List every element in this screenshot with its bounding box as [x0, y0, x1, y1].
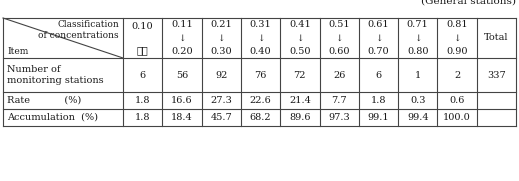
Text: 89.6: 89.6 — [289, 113, 310, 122]
Text: Total: Total — [484, 33, 509, 43]
Text: 1.8: 1.8 — [135, 113, 151, 122]
Text: ↓: ↓ — [335, 33, 343, 43]
Text: 0.90: 0.90 — [446, 47, 468, 56]
Text: 0.61: 0.61 — [367, 20, 389, 29]
Text: Number of
monitoring stations: Number of monitoring stations — [7, 65, 104, 85]
Text: 以下: 以下 — [137, 46, 148, 55]
Text: 0.3: 0.3 — [410, 96, 426, 105]
Text: 0.50: 0.50 — [289, 47, 310, 56]
Text: 18.4: 18.4 — [171, 113, 193, 122]
Text: 72: 72 — [294, 71, 306, 79]
Text: 68.2: 68.2 — [250, 113, 271, 122]
Text: 27.3: 27.3 — [210, 96, 232, 105]
Text: 0.51: 0.51 — [329, 20, 350, 29]
Text: 0.30: 0.30 — [210, 47, 232, 56]
Text: 337: 337 — [487, 71, 506, 79]
Text: ↓: ↓ — [453, 33, 461, 43]
Text: ↓: ↓ — [217, 33, 225, 43]
Text: 0.31: 0.31 — [250, 20, 271, 29]
Text: 0.10: 0.10 — [132, 22, 154, 31]
Text: Accumulation  (%): Accumulation (%) — [7, 113, 98, 122]
Text: 16.6: 16.6 — [171, 96, 193, 105]
Text: 0.41: 0.41 — [289, 20, 311, 29]
Text: 6: 6 — [375, 71, 381, 79]
Text: 6: 6 — [140, 71, 146, 79]
Text: 92: 92 — [215, 71, 227, 79]
Text: 0.11: 0.11 — [171, 20, 193, 29]
Text: 100.0: 100.0 — [443, 113, 471, 122]
Text: 99.1: 99.1 — [367, 113, 389, 122]
Text: Rate           (%): Rate (%) — [7, 96, 81, 105]
Text: 26: 26 — [333, 71, 345, 79]
Text: 21.4: 21.4 — [289, 96, 311, 105]
Text: 0.80: 0.80 — [407, 47, 429, 56]
Text: ↓: ↓ — [296, 33, 304, 43]
Text: 2: 2 — [454, 71, 460, 79]
Text: 97.3: 97.3 — [329, 113, 350, 122]
Text: ↓: ↓ — [414, 33, 421, 43]
Text: 0.71: 0.71 — [407, 20, 429, 29]
Text: 56: 56 — [176, 71, 188, 79]
Text: Item: Item — [7, 47, 29, 56]
Text: (General stations): (General stations) — [421, 0, 516, 6]
Text: 0.81: 0.81 — [446, 20, 468, 29]
Text: 0.6: 0.6 — [449, 96, 465, 105]
Text: 0.21: 0.21 — [210, 20, 232, 29]
Text: Classification
of concentrations: Classification of concentrations — [38, 20, 119, 40]
Text: 7.7: 7.7 — [331, 96, 347, 105]
Text: 1.8: 1.8 — [371, 96, 386, 105]
Text: 99.4: 99.4 — [407, 113, 429, 122]
Text: ↓: ↓ — [178, 33, 186, 43]
Text: 76: 76 — [254, 71, 267, 79]
Text: ↓: ↓ — [257, 33, 264, 43]
Text: ↓: ↓ — [375, 33, 382, 43]
Text: 1: 1 — [415, 71, 421, 79]
Text: 0.60: 0.60 — [329, 47, 350, 56]
Text: 0.70: 0.70 — [367, 47, 389, 56]
Text: 45.7: 45.7 — [210, 113, 232, 122]
Text: 0.20: 0.20 — [171, 47, 193, 56]
Text: 1.8: 1.8 — [135, 96, 151, 105]
Text: 0.40: 0.40 — [250, 47, 271, 56]
Text: 22.6: 22.6 — [250, 96, 271, 105]
